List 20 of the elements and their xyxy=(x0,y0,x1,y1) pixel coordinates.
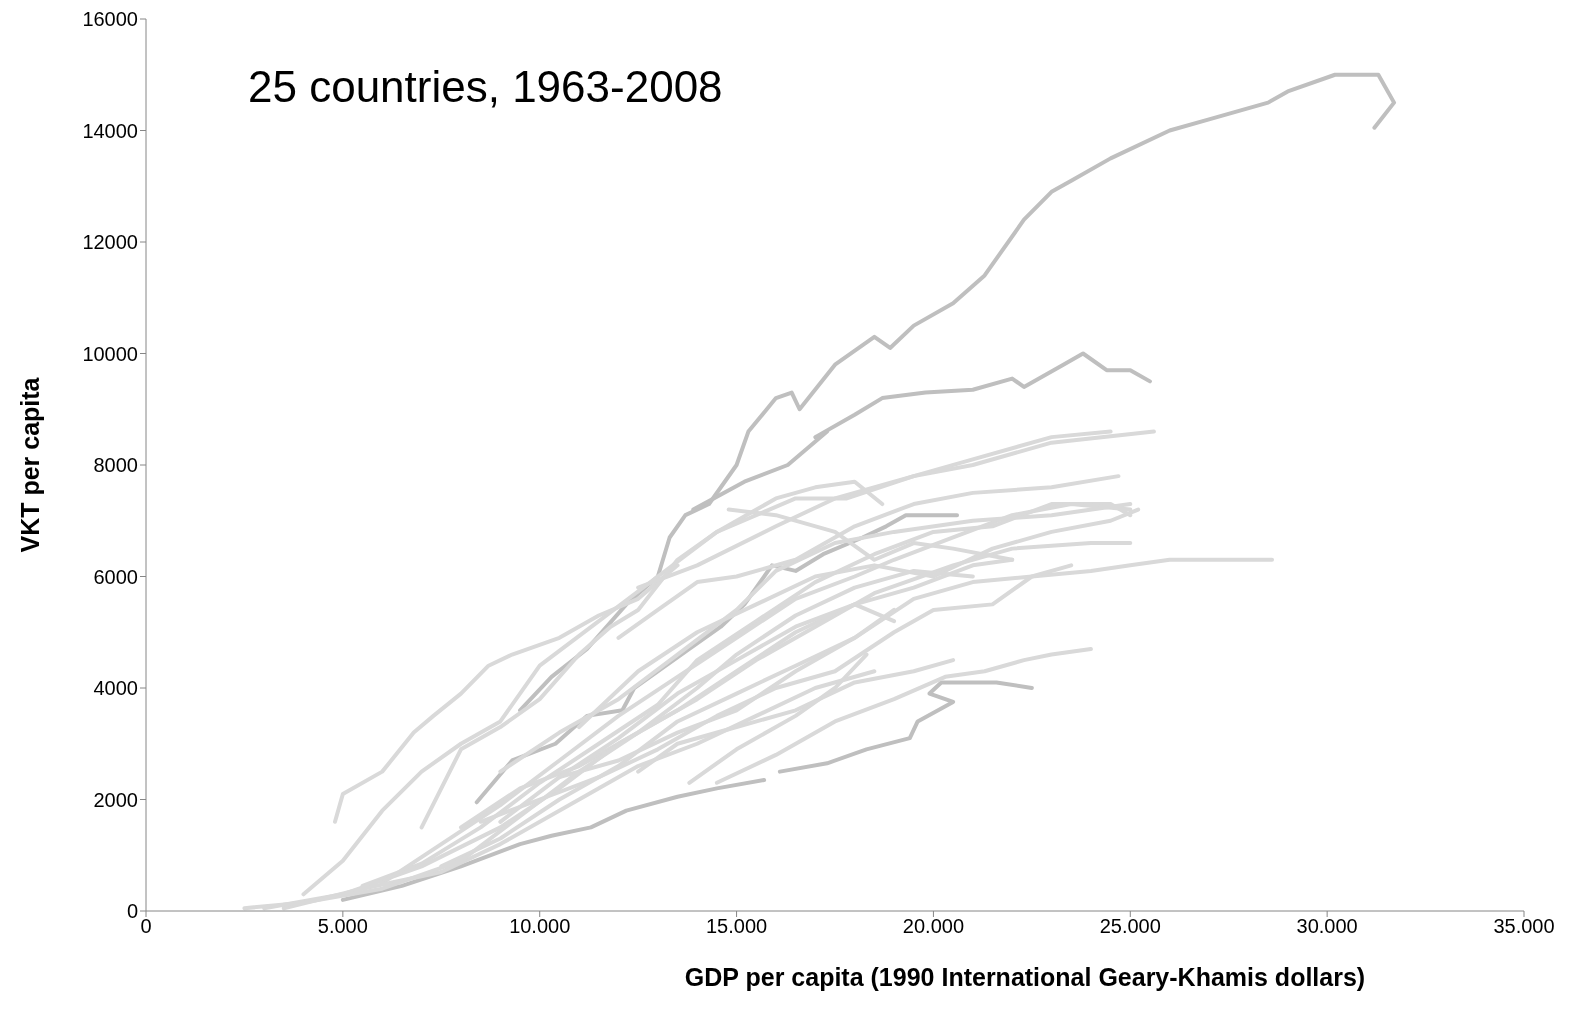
x-tick-label: 5.000 xyxy=(317,915,368,938)
y-tick-label: 14000 xyxy=(82,119,138,142)
y-tick-label: 16000 xyxy=(82,8,138,31)
x-tick-label: 30.000 xyxy=(1296,915,1358,938)
y-tick-label: 12000 xyxy=(82,231,138,254)
y-tick-label: 6000 xyxy=(93,565,138,588)
y-tick-label: 0 xyxy=(126,900,138,923)
text: 25 countries, 1963-2008 xyxy=(248,62,723,112)
y-axis-title: VKT per capita xyxy=(15,376,44,553)
y-tick-label: 10000 xyxy=(82,342,138,365)
x-tick-label: 25.000 xyxy=(1099,915,1161,938)
x-tick-label: 10.000 xyxy=(509,915,571,938)
y-tick-label: 2000 xyxy=(93,788,138,811)
x-tick-label: 35.000 xyxy=(1493,915,1555,938)
x-tick-label: 20.000 xyxy=(902,915,965,938)
x-axis-title: GDP per capita (1990 International Geary-Khamis dollars) xyxy=(684,963,1366,991)
x-tick-label: 0 xyxy=(140,915,152,938)
y-tick-label: 4000 xyxy=(93,677,138,700)
y-tick-label: 8000 xyxy=(93,454,138,477)
x-tick-label: 15.000 xyxy=(705,915,768,938)
